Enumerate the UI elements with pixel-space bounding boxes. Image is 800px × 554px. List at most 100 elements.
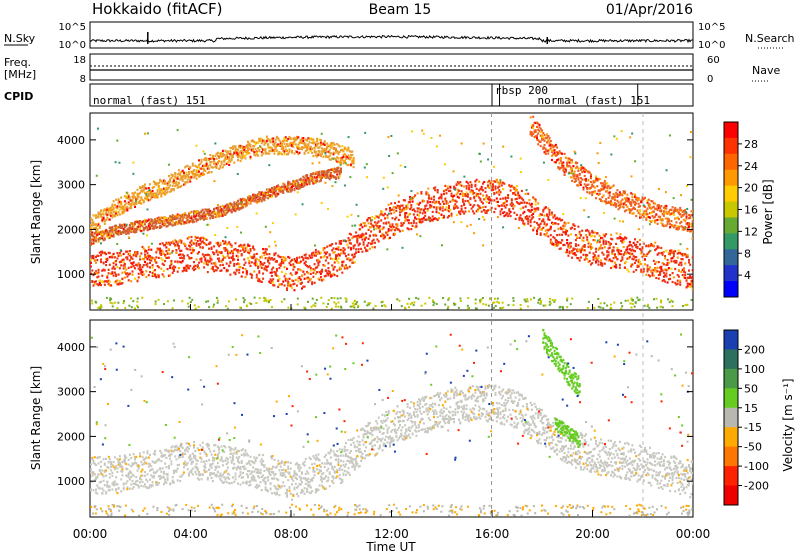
echo-cell — [279, 256, 282, 259]
echo-cell — [237, 249, 239, 252]
echo-cell — [435, 200, 438, 203]
echo-cell — [218, 160, 221, 163]
echo-cell — [304, 174, 307, 177]
echo-cell — [468, 201, 471, 204]
echo-cell — [335, 257, 337, 260]
echo-cell — [107, 282, 110, 286]
echo-cell — [347, 146, 350, 149]
echo-cell — [118, 205, 121, 208]
echo-cell — [337, 257, 340, 260]
echo-cell — [289, 144, 292, 147]
echo-cell — [126, 205, 129, 209]
echo-cell — [135, 228, 138, 231]
echo-cell — [493, 199, 496, 202]
echo-cell — [671, 280, 674, 284]
echo-cell — [302, 175, 305, 178]
echo-cell — [162, 224, 165, 227]
echo-cell — [107, 209, 110, 212]
ground-scatter-point — [553, 300, 556, 303]
echo-cell — [490, 206, 493, 209]
echo-cell — [445, 200, 448, 203]
echo-cell — [105, 208, 108, 211]
echo-cell — [381, 227, 384, 230]
echo-cell — [443, 192, 445, 196]
echo-cell — [215, 265, 218, 269]
echo-cell — [346, 258, 349, 261]
echo-cell — [536, 136, 538, 139]
echo-cell — [150, 220, 153, 223]
echo-cell — [111, 235, 114, 238]
echo-cell — [612, 265, 615, 268]
echo-cell — [509, 189, 512, 192]
ground-scatter-point — [154, 300, 157, 303]
echo-cell — [419, 218, 422, 221]
echo-cell — [174, 239, 177, 242]
echo-cell — [218, 212, 221, 215]
echo-cell — [145, 187, 148, 190]
echo-cell — [595, 256, 597, 259]
echo-cell — [582, 249, 585, 252]
echo-cell — [603, 235, 606, 238]
ground-scatter-point — [116, 307, 119, 310]
echo-cell — [213, 270, 216, 273]
echo-cell — [243, 203, 246, 206]
echo-cell — [394, 218, 396, 221]
echo-cell — [400, 209, 403, 212]
ground-scatter-point — [637, 299, 640, 302]
echo-cell — [631, 252, 634, 255]
echo-cell — [125, 272, 128, 275]
echo-cell — [358, 236, 361, 239]
echo-cell — [176, 217, 179, 220]
echo-cell — [395, 206, 398, 209]
echo-cell — [539, 213, 542, 216]
echo-cell — [372, 234, 375, 237]
echo-cell — [590, 263, 592, 266]
echo-cell — [91, 221, 94, 224]
echo-cell — [286, 288, 288, 291]
echo-cell — [588, 232, 591, 235]
echo-cell — [225, 203, 228, 206]
echo-cell — [566, 163, 569, 166]
echo-cell — [691, 269, 693, 272]
echo-cell — [146, 194, 149, 198]
echo-cell — [157, 274, 160, 277]
echo-cell — [90, 217, 92, 220]
echo-cell — [314, 272, 317, 275]
echo-cell — [151, 271, 154, 275]
echo-cell — [308, 254, 311, 257]
echo-cell — [311, 141, 314, 144]
echo-cell — [255, 194, 258, 197]
echo-cell — [301, 185, 303, 188]
echo-cell — [304, 138, 307, 141]
echo-cell — [397, 200, 400, 203]
echo-cell — [327, 262, 330, 265]
echo-cell — [581, 178, 584, 181]
echo-cell — [237, 204, 239, 207]
echo-cell — [211, 210, 214, 214]
echo-cell — [216, 212, 219, 215]
echo-cell — [289, 284, 292, 287]
echo-cell — [215, 163, 218, 166]
echo-cell — [110, 209, 113, 212]
echo-cell — [411, 198, 414, 201]
echo-cell — [307, 181, 310, 184]
echo-cell — [534, 207, 537, 211]
ground-scatter-point — [549, 297, 552, 300]
echo-cell — [121, 210, 124, 214]
echo-cell — [118, 267, 121, 270]
echo-cell — [230, 158, 233, 161]
echo-cell — [316, 252, 319, 255]
echo-cell — [239, 266, 242, 269]
echo-cell — [206, 210, 209, 213]
echo-cell — [191, 162, 194, 165]
echo-cell — [639, 260, 641, 263]
echo-cell — [262, 198, 265, 201]
echo-cell — [296, 135, 298, 138]
echo-cell — [169, 180, 172, 183]
echo-cell — [466, 199, 469, 203]
echo-cell — [377, 225, 380, 228]
echo-cell — [229, 146, 232, 150]
echo-cell — [142, 229, 145, 232]
echo-cell — [544, 148, 547, 151]
echo-cell — [287, 180, 290, 183]
